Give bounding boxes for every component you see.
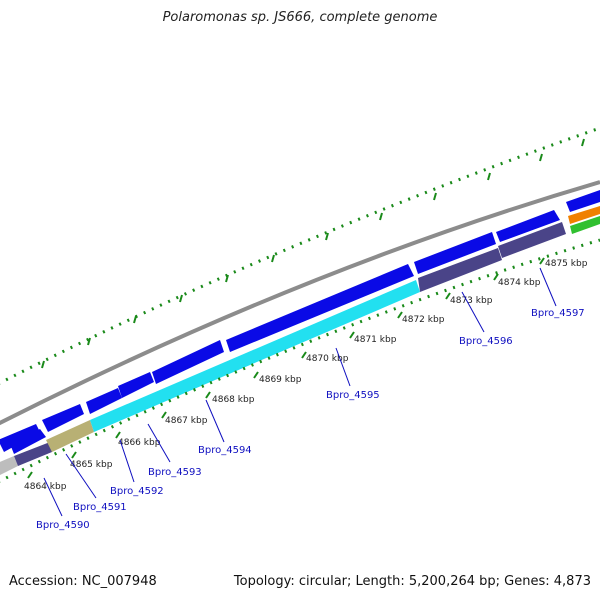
cds-forward-1 [0,424,40,452]
tick-label: 4864 kbp [24,482,67,492]
gene-label: Bpro_4591 [73,502,127,513]
tick-label: 4867 kbp [165,416,208,426]
cds-forward-5 [118,372,154,398]
feature-orange [568,206,600,224]
gene-label: Bpro_4592 [110,486,164,497]
forward-strand-features [0,190,600,454]
tick-label: 4868 kbp [212,395,255,405]
gene-label: Bpro_4593 [148,467,202,478]
inner-major-ticks [27,257,545,479]
tick-label: 4873 kbp [450,296,493,306]
reverse-strand-features [0,206,600,475]
accession-text: Accession: NC_007948 [9,574,157,589]
cds-reverse-2 [418,248,502,292]
cds-forward-10 [566,190,600,212]
tick-label: 4875 kbp [545,259,588,269]
tick-label: 4874 kbp [498,278,541,288]
cds-forward-8 [414,232,496,274]
gene-label: Bpro_4594 [198,445,252,456]
cds-tan [46,420,94,452]
outer-dotted-ring [0,126,600,385]
cds-forward-3 [42,404,84,432]
tick-label: 4869 kbp [259,375,302,385]
genome-backbone [0,180,600,426]
tick-label: 4871 kbp [354,335,397,345]
map-title: Polaromonas sp. JS666, complete genome [162,10,438,25]
tick-label: 4870 kbp [306,354,349,364]
tick-label: 4872 kbp [402,315,445,325]
cds-highlight-cyan [90,280,420,432]
genome-summary-text: Topology: circular; Length: 5,200,264 bp… [233,574,591,589]
cds-forward-9 [496,210,560,242]
gene-label: Bpro_4590 [36,520,90,531]
gene-leader-lines [43,267,557,517]
cds-reverse-3 [498,222,566,258]
cds-forward-7 [226,264,414,352]
tick-labels: 4864 kbp 4865 kbp 4866 kbp 4867 kbp 4868… [24,259,588,492]
gene-label: Bpro_4595 [326,390,380,401]
tick-label: 4865 kbp [70,460,113,470]
outer-major-ticks [41,138,585,369]
cds-forward-6 [152,340,224,384]
cds-forward-4 [86,388,122,414]
tick-label: 4866 kbp [118,438,161,448]
gene-labels: Bpro_4590 Bpro_4591 Bpro_4592 Bpro_4593 … [36,308,585,531]
cds-forward-2 [10,429,46,454]
cds-grey [0,456,18,475]
feature-green [570,216,600,234]
cds-reverse-1 [14,442,52,466]
gene-label: Bpro_4596 [459,336,513,347]
gene-label: Bpro_4597 [531,308,585,319]
inner-dotted-ring [0,238,600,483]
